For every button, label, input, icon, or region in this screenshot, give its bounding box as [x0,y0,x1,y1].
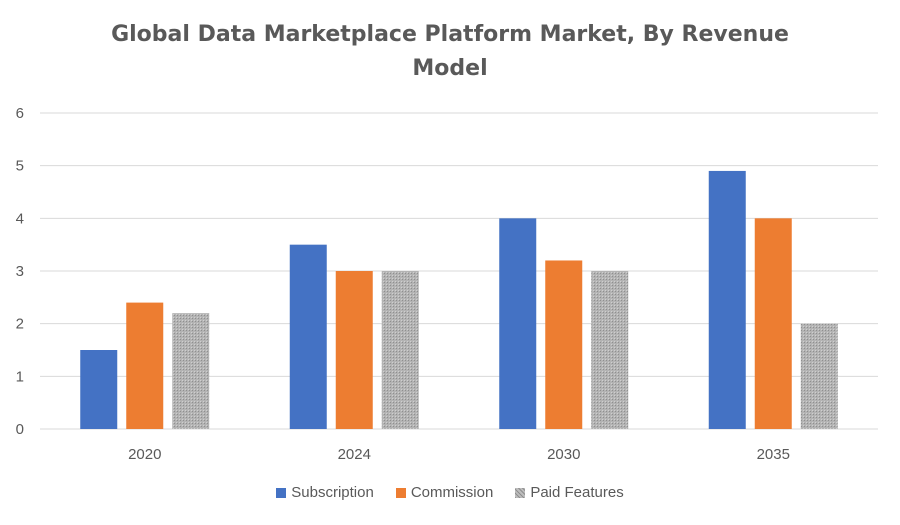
x-tick-label: 2020 [128,446,161,463]
bar-paid-features-2035 [800,323,838,429]
legend-swatch [515,487,526,498]
bar-subscription-2035 [708,170,746,429]
chart-title: Global Data Marketplace Platform Market,… [0,18,900,86]
chart-title-line-1: Global Data Marketplace Platform Market,… [111,22,789,47]
x-tick-label: 2035 [757,446,790,463]
legend-swatch [276,487,287,498]
y-tick-label: 5 [16,158,24,175]
bar-paid-features-2020 [172,313,210,429]
bar-subscription-2030 [499,218,537,429]
bar-subscription-2024 [289,244,327,429]
y-tick-label: 3 [16,263,24,280]
legend-label: Subscription [291,484,374,501]
bars [80,170,838,429]
bar-commission-2020 [126,302,164,429]
legend: Subscription Commission Paid Features [0,484,900,501]
bar-commission-2035 [754,218,792,429]
chart-title-line-2: Model [412,56,488,81]
legend-label: Paid Features [530,484,624,501]
legend-item-paid-features: Paid Features [515,484,624,501]
bar-paid-features-2030 [591,271,629,429]
bar-commission-2030 [545,260,583,429]
y-axis-ticks: 0 1 2 3 4 5 6 [16,105,24,438]
legend-swatch [395,487,406,498]
y-tick-label: 0 [16,421,24,438]
y-tick-label: 1 [16,368,24,385]
y-tick-label: 4 [16,210,24,227]
bar-subscription-2020 [80,350,118,429]
y-tick-label: 6 [16,105,24,122]
legend-item-commission: Commission [395,484,494,501]
bar-commission-2024 [335,271,373,429]
bar-paid-features-2024 [381,271,419,429]
x-axis-ticks: 2020 2024 2030 2035 [128,446,790,463]
y-tick-label: 2 [16,316,24,333]
gridlines [40,112,878,430]
legend-label: Commission [410,484,494,501]
x-tick-label: 2024 [338,446,371,463]
legend-item-subscription: Subscription [276,484,374,501]
x-tick-label: 2030 [547,446,580,463]
